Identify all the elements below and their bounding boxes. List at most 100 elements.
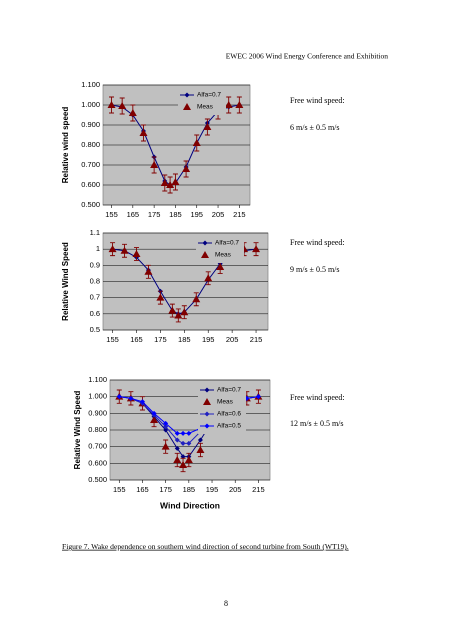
y-tick-label: 1.1 — [90, 228, 100, 237]
meas-marker — [171, 178, 180, 185]
y-axis-title: Relative wind speed — [61, 107, 70, 184]
line-marker — [186, 440, 192, 446]
y-tick-label: 0.7 — [90, 293, 100, 302]
y-tick-label: 0.500 — [88, 475, 107, 484]
x-tick-label: 215 — [233, 210, 246, 219]
x-tick-label: 195 — [206, 485, 219, 494]
meas-marker — [128, 109, 137, 116]
line-marker — [255, 394, 261, 400]
meas-marker — [150, 161, 159, 168]
line-marker — [202, 240, 208, 246]
x-tick-label: 195 — [190, 210, 203, 219]
legend-label: Alfa=0.7 — [215, 240, 239, 247]
x-tick-label: 185 — [169, 210, 182, 219]
y-tick-label: 0.900 — [88, 408, 107, 417]
y-tick-label: 0.5 — [90, 325, 100, 334]
x-tick-label: 155 — [105, 210, 118, 219]
x-tick-label: 175 — [159, 485, 172, 494]
y-tick-label: 0.700 — [81, 160, 100, 169]
x-tick-label: 155 — [113, 485, 126, 494]
x-tick-label: 175 — [154, 335, 167, 344]
meas-marker — [160, 179, 169, 186]
meas-marker — [183, 103, 191, 110]
side-note-value: 12 m/s ± 0.5 m/s — [290, 419, 344, 428]
x-tick-label: 185 — [178, 335, 191, 344]
x-axis-title: Wind Direction — [160, 500, 220, 510]
line-marker — [180, 430, 186, 436]
side-note-value: 9 m/s ± 0.5 m/s — [290, 265, 340, 274]
meas-marker — [224, 101, 233, 108]
y-tick-label: 1.000 — [81, 100, 100, 109]
meas-marker — [204, 274, 213, 282]
x-tick-label: 165 — [130, 335, 143, 344]
meas-marker — [132, 250, 141, 258]
legend-label: Alfa=0.6 — [217, 411, 241, 418]
meas-marker — [203, 398, 211, 405]
y-tick-label: 1 — [96, 244, 100, 253]
line-marker — [174, 430, 180, 436]
line-marker — [174, 445, 180, 451]
x-tick-label: 205 — [226, 335, 239, 344]
meas-marker — [139, 129, 148, 136]
x-tick-label: 195 — [202, 335, 215, 344]
line-marker — [186, 430, 192, 436]
y-tick-label: 1.100 — [88, 375, 107, 384]
page-number: 8 — [224, 599, 228, 608]
y-tick-label: 0.800 — [81, 140, 100, 149]
meas-marker — [168, 306, 177, 314]
meas-marker — [192, 295, 201, 303]
figure-caption: Figure 7. Wake dependence on southern wi… — [62, 542, 349, 551]
line-marker — [204, 387, 210, 393]
y-tick-label: 0.500 — [81, 200, 100, 209]
meas-marker — [203, 123, 212, 130]
side-note-label: Free wind speed: — [290, 393, 345, 402]
line-marker — [163, 424, 169, 430]
legend-label: Alfa=0.5 — [217, 423, 241, 430]
line-marker — [197, 437, 203, 443]
y-tick-label: 0.600 — [81, 180, 100, 189]
meas-marker — [120, 246, 129, 254]
meas-marker — [179, 461, 188, 468]
line-marker — [151, 410, 157, 416]
line-marker — [174, 437, 180, 443]
meas-marker — [180, 308, 189, 316]
meas-marker — [108, 245, 117, 253]
y-tick-label: 0.700 — [88, 442, 107, 451]
meas-marker — [184, 456, 193, 463]
legend-label: Alfa=0.7 — [217, 387, 241, 394]
meas-marker — [150, 416, 159, 423]
meas-marker — [118, 102, 127, 109]
x-tick-label: 215 — [252, 485, 265, 494]
y-tick-label: 1.100 — [81, 80, 100, 89]
legend-label: Meas — [215, 252, 232, 259]
meas-marker — [235, 101, 244, 108]
meas-marker — [174, 311, 183, 319]
side-note-label: Free wind speed: — [290, 96, 345, 105]
x-tick-label: 175 — [148, 210, 161, 219]
x-tick-label: 185 — [183, 485, 196, 494]
y-tick-label: 0.8 — [90, 276, 100, 285]
y-tick-label: 0.900 — [81, 120, 100, 129]
x-tick-label: 165 — [136, 485, 149, 494]
legend-box — [178, 87, 226, 115]
legend-label: Meas — [197, 104, 214, 111]
legend-label: Alfa=0.7 — [197, 92, 221, 99]
meas-marker — [166, 181, 175, 188]
meas-marker — [201, 251, 209, 258]
line-marker — [180, 440, 186, 446]
line-marker — [163, 420, 169, 426]
y-tick-label: 0.600 — [88, 458, 107, 467]
x-tick-label: 205 — [229, 485, 242, 494]
meas-marker — [144, 267, 153, 275]
page-header: EWEC 2006 Wind Energy Conference and Exh… — [226, 52, 389, 61]
meas-marker — [192, 139, 201, 146]
line-marker — [204, 423, 210, 429]
y-axis-title: Relative Wind Speed — [73, 391, 82, 470]
line-marker — [116, 394, 122, 400]
legend-box — [196, 235, 244, 263]
meas-marker — [196, 446, 205, 453]
meas-marker — [161, 442, 170, 450]
side-note-label: Free wind speed: — [290, 238, 345, 247]
meas-marker — [182, 165, 191, 172]
